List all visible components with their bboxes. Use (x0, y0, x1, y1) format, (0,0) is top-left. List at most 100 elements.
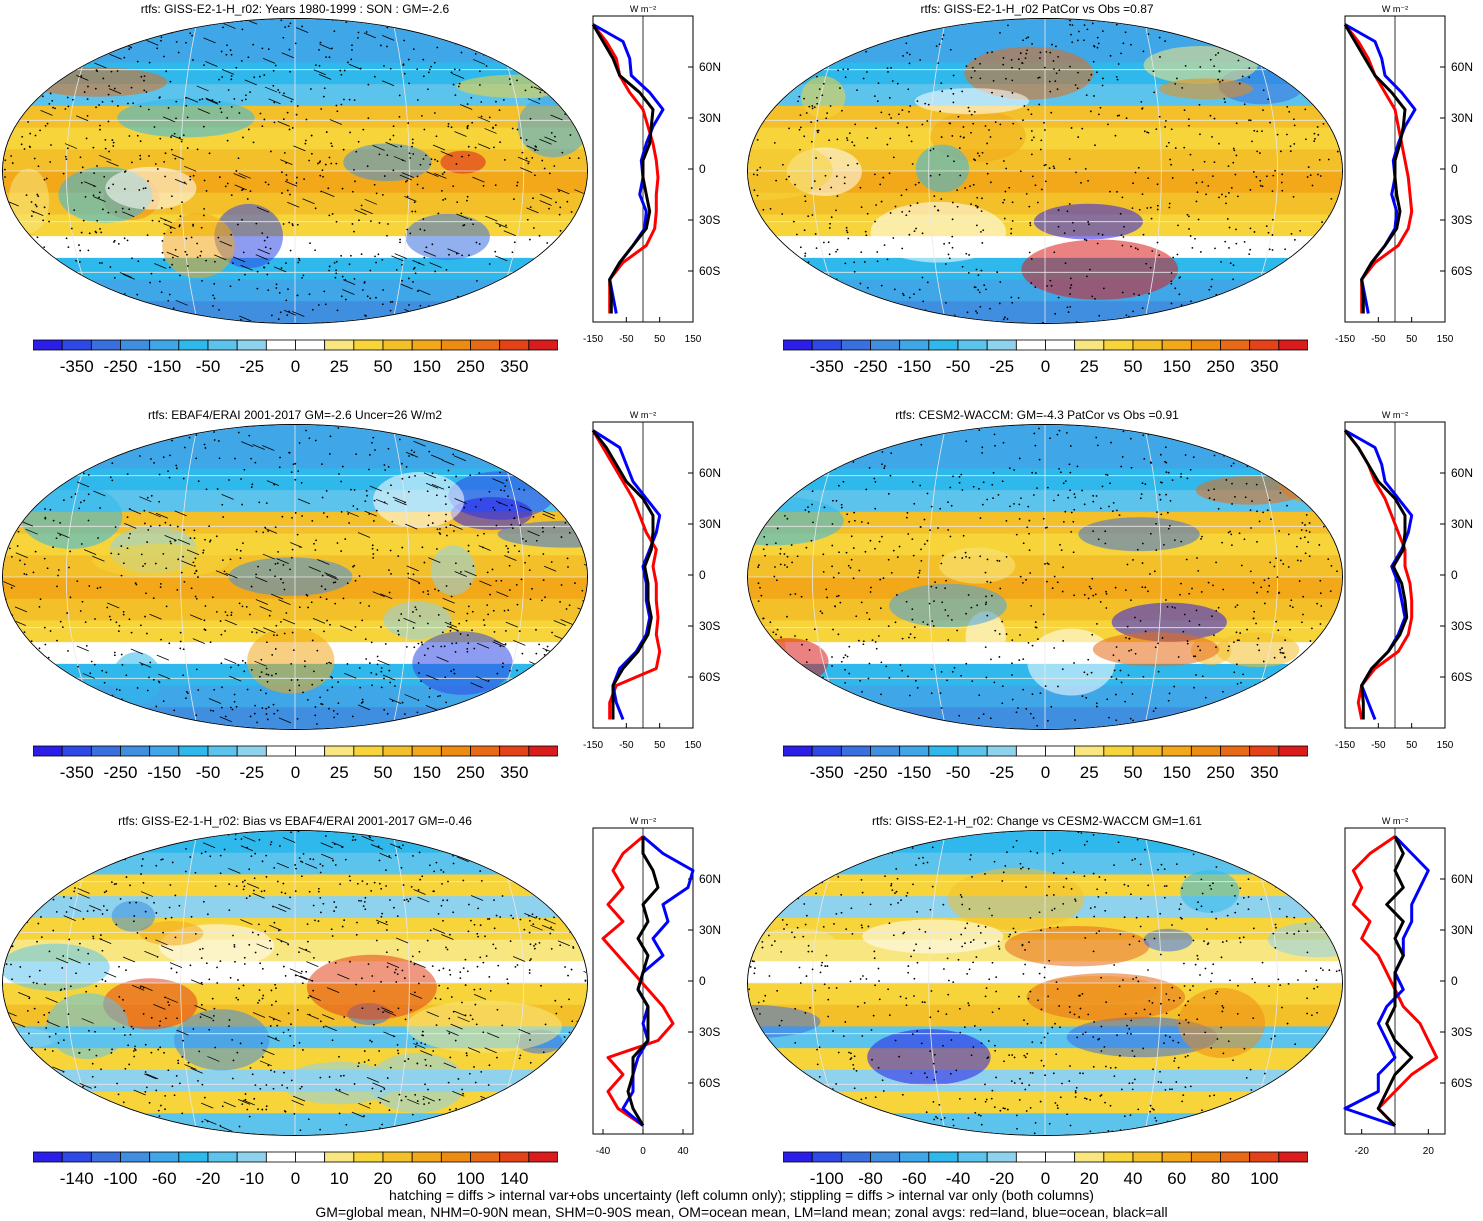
stipple-dot (387, 492, 389, 494)
stipple-dot (241, 503, 244, 506)
stipple-dot (585, 497, 587, 500)
stipple-dot (785, 178, 788, 181)
stipple-dot (1228, 645, 1230, 648)
stipple-dot (1039, 148, 1042, 151)
stipple-dot (21, 702, 24, 705)
stipple-dot (462, 224, 465, 227)
stipple-dot (937, 527, 939, 529)
stipple-dot (418, 672, 420, 674)
stipple-dot (96, 587, 99, 590)
stipple-dot (159, 96, 161, 99)
stipple-dot (488, 116, 491, 119)
stipple-dot (237, 431, 240, 434)
stipple-dot (3, 638, 5, 641)
stipple-dot (11, 267, 14, 270)
stipple-dot (1147, 33, 1150, 35)
hatch-line (527, 530, 540, 537)
stipple-dot (270, 314, 273, 317)
stipple-dot (517, 430, 520, 433)
stipple-dot (938, 173, 941, 176)
stipple-dot (1036, 201, 1039, 204)
stipple-dot (878, 540, 881, 543)
stipple-dot (339, 69, 342, 72)
stipple-dot (824, 40, 827, 42)
stipple-dot (1090, 73, 1093, 76)
stipple-dot (82, 472, 85, 475)
stipple-dot (582, 599, 585, 602)
stipple-dot (325, 56, 327, 59)
stipple-dot (48, 950, 51, 953)
stipple-dot (516, 79, 518, 82)
stipple-dot (1317, 133, 1320, 136)
stipple-dot (1052, 60, 1055, 62)
stipple-dot (961, 489, 964, 491)
stipple-dot (194, 557, 197, 560)
map-anomaly (3, 943, 110, 991)
stipple-dot (529, 206, 532, 209)
colorbar-swatch (957, 745, 988, 757)
stipple-dot (353, 1083, 356, 1085)
stipple-dot (168, 266, 171, 269)
zonal-mean-plot: W m⁻² 60N 30N 0 30S 60S -150 -50 50 150 (1327, 406, 1483, 766)
stipple-dot (795, 689, 797, 692)
stipple-dot (1081, 489, 1083, 492)
stipple-dot (95, 106, 97, 109)
stipple-dot (486, 571, 489, 574)
stipple-dot (1043, 121, 1045, 124)
stipple-dot (868, 466, 871, 469)
stipple-dot (420, 641, 423, 644)
stipple-dot (363, 1050, 366, 1052)
stipple-dot (538, 941, 541, 944)
stipple-dot (1002, 160, 1005, 162)
stipple-dot (840, 506, 843, 509)
stipple-dot (388, 318, 390, 321)
stipple-dot (885, 665, 888, 668)
stipple-dot (1053, 251, 1056, 254)
stipple-dot (194, 871, 197, 874)
stipple-dot (807, 702, 809, 705)
stipple-dot (1064, 510, 1067, 513)
stipple-dot (534, 723, 537, 726)
stipple-dot (311, 520, 314, 522)
stipple-dot (411, 145, 413, 148)
stipple-dot (942, 34, 945, 37)
stipple-dot (529, 598, 532, 601)
hatch-line (423, 472, 437, 479)
hatch-line (544, 565, 557, 572)
stipple-dot (1015, 533, 1018, 536)
stipple-dot (253, 76, 256, 79)
stipple-dot (947, 501, 949, 504)
stipple-dot (1028, 251, 1031, 254)
stipple-dot (1303, 669, 1305, 672)
stipple-dot (317, 304, 320, 306)
stipple-dot (283, 632, 286, 635)
stipple-dot (565, 501, 568, 503)
hatch-line (238, 172, 251, 179)
stipple-dot (1181, 87, 1184, 89)
stipple-dot (230, 75, 233, 77)
stipple-dot (15, 634, 18, 636)
hatch-line (257, 248, 270, 255)
stipple-dot (911, 163, 914, 165)
stipple-dot (370, 671, 373, 674)
stipple-dot (139, 721, 142, 724)
stipple-dot (572, 903, 575, 906)
stipple-dot (158, 473, 161, 476)
stipple-dot (70, 496, 73, 498)
stipple-dot (1337, 696, 1340, 699)
stipple-dot (136, 687, 139, 689)
stipple-dot (1019, 634, 1021, 636)
stipple-dot (233, 693, 236, 696)
stipple-dot (796, 22, 799, 25)
stipple-dot (1180, 540, 1183, 543)
stipple-dot (927, 103, 930, 106)
stipple-dot (105, 291, 108, 294)
colorbar-label: 25 (1080, 357, 1099, 376)
stipple-dot (38, 839, 40, 842)
stipple-dot (505, 479, 508, 482)
stipple-dot (54, 1032, 57, 1035)
stipple-dot (43, 845, 46, 847)
stipple-dot (952, 475, 954, 478)
stipple-dot (889, 474, 892, 477)
zonal-mean-plot: W m⁻² 60N 30N 0 30S 60S -150 -50 50 150 (575, 406, 740, 766)
